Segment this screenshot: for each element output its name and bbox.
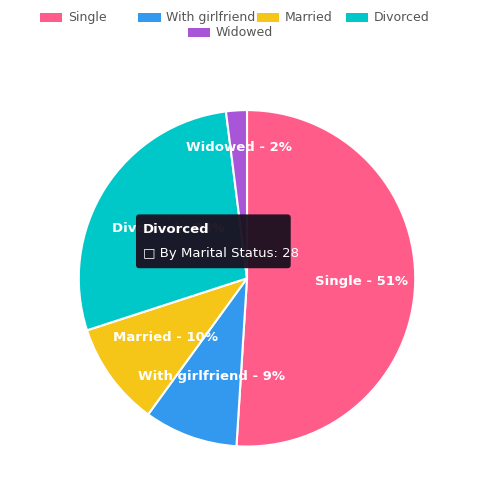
Wedge shape xyxy=(226,110,247,278)
Text: Single - 51%: Single - 51% xyxy=(315,275,408,288)
FancyBboxPatch shape xyxy=(136,214,291,268)
Wedge shape xyxy=(87,278,247,414)
Text: With girlfriend: With girlfriend xyxy=(166,11,256,24)
Text: □ By Marital Status: 28: □ By Marital Status: 28 xyxy=(143,247,299,259)
Text: Single: Single xyxy=(68,11,106,24)
Text: Married - 10%: Married - 10% xyxy=(113,331,218,344)
Text: Widowed - 2%: Widowed - 2% xyxy=(186,141,291,154)
Wedge shape xyxy=(237,110,415,446)
Text: With girlfriend - 9%: With girlfriend - 9% xyxy=(138,370,285,383)
Wedge shape xyxy=(79,111,247,331)
Text: Divorced - 28%: Divorced - 28% xyxy=(112,222,225,235)
Text: Widowed: Widowed xyxy=(216,26,273,39)
Text: Married: Married xyxy=(285,11,333,24)
Text: Divorced: Divorced xyxy=(374,11,430,24)
Wedge shape xyxy=(148,278,247,446)
Text: Divorced: Divorced xyxy=(143,223,209,236)
